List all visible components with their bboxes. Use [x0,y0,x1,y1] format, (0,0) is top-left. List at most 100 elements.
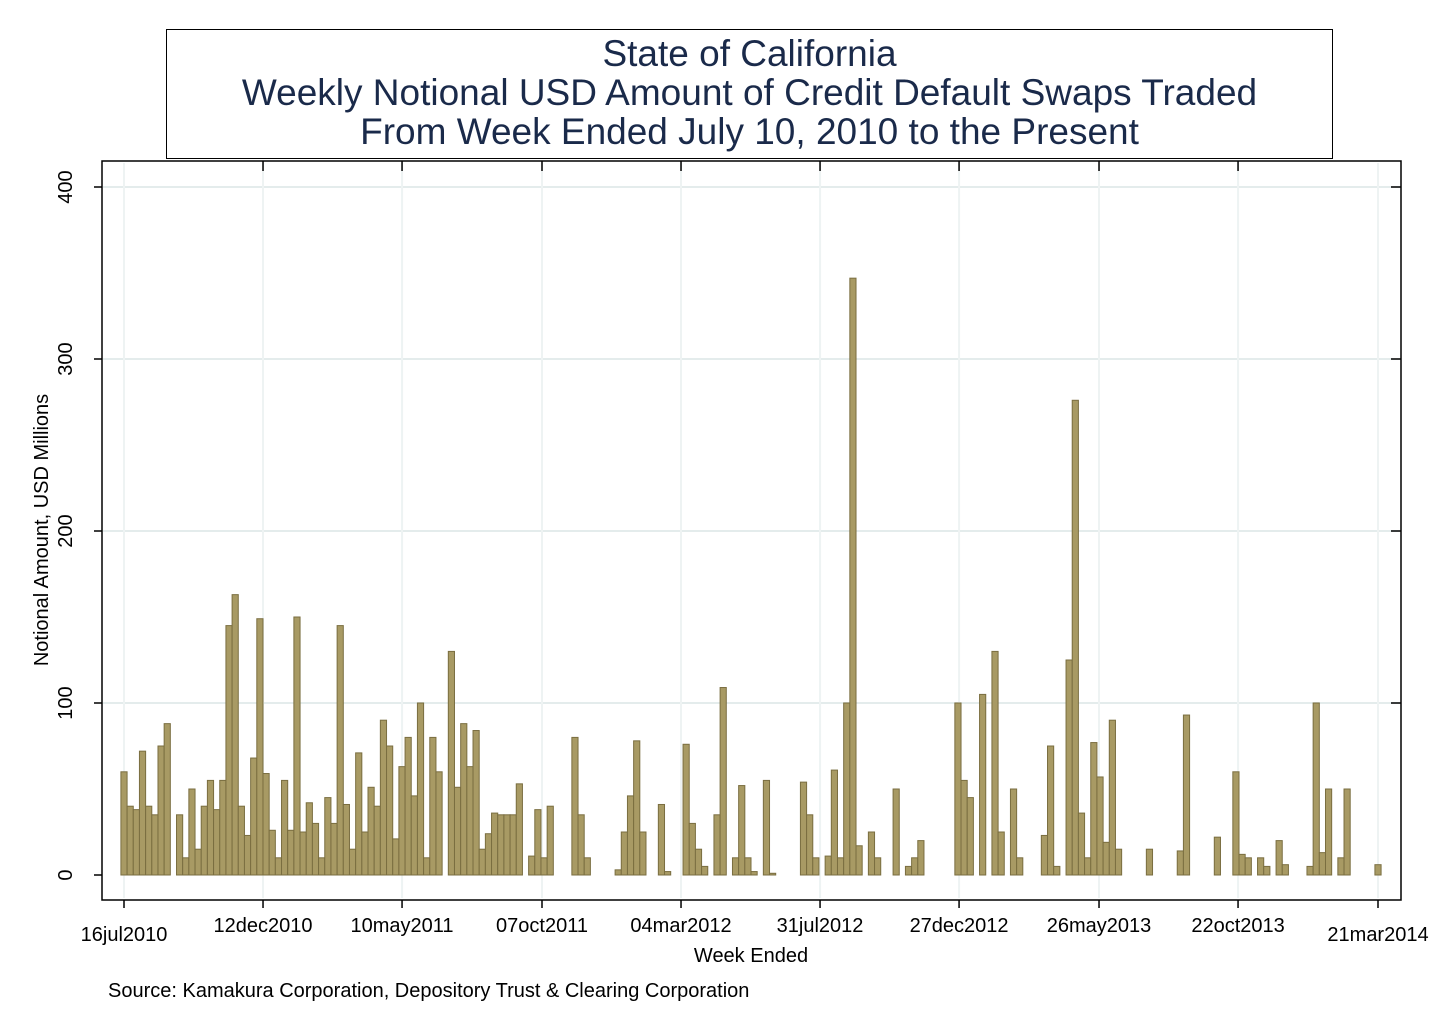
bar [176,814,184,876]
bar [583,857,591,876]
bar [731,857,740,876]
bar [132,809,140,876]
bar [491,812,499,876]
bar [219,779,227,876]
bar [991,650,999,876]
y-tick-label: 100 [55,686,77,719]
bar [398,766,406,876]
bar [750,871,758,876]
bar [478,848,486,876]
bar [633,740,641,876]
bar [812,857,820,876]
bar [1182,714,1191,876]
bar [769,872,777,876]
bar [348,848,357,876]
bar [855,845,863,876]
bar [497,814,505,876]
bar [188,788,196,876]
bar [1114,848,1123,876]
bar [836,857,845,876]
bar [1337,857,1345,876]
bar [1306,865,1314,876]
bar [867,831,876,876]
bar [472,730,480,876]
bar [960,779,968,876]
bar [1275,840,1283,876]
bar [200,805,208,876]
bar [762,779,771,876]
bar [1281,864,1289,876]
bar [843,702,851,876]
bar [305,802,313,876]
bar [1312,702,1320,876]
bar [163,723,171,876]
bar [145,805,153,876]
bar [1324,788,1333,876]
bar [979,693,987,876]
bar [293,616,301,876]
bar [904,865,913,876]
bar [1053,865,1061,876]
bar [355,752,363,876]
bar [954,702,962,876]
bar [509,814,517,876]
bar [231,594,239,876]
x-tick-label: 31jul2012 [777,915,864,937]
y-tick-label: 300 [55,342,77,375]
bar [824,855,832,876]
bar [157,745,165,876]
bar [1040,834,1049,876]
y-axis-title: Notional Amount, USD Millions [31,394,53,666]
bar [151,814,159,876]
x-tick-label: 04mar2012 [630,915,731,937]
bar [126,805,134,876]
bar [194,848,202,876]
bar [1047,745,1055,876]
bar [311,822,320,876]
bar [330,822,338,876]
bar [1244,857,1252,876]
bar [268,829,276,876]
bar [911,857,919,876]
bar [1238,853,1246,876]
bar [1084,857,1092,876]
bar [664,871,672,876]
bar [453,786,462,876]
x-axis-title: Week Ended [694,945,808,967]
bar [1263,865,1271,876]
chart-title-line-3: From Week Ended July 10, 2010 to the Pre… [360,111,1139,152]
bar [528,855,536,876]
bar [1213,836,1221,876]
x-tick-label: 16jul2010 [81,924,168,946]
bar [966,797,974,876]
x-tick-label: 21mar2014 [1327,924,1428,946]
bar [694,848,703,876]
x-axis: 16jul2010 12dec2010 10may2011 07oct2011 04ma… [81,161,1429,946]
bar [571,736,579,876]
bar [534,809,542,876]
bar [639,831,647,876]
bar [688,822,696,876]
bar [874,857,882,876]
bar [540,857,548,876]
bar [1071,399,1079,876]
bar [719,687,727,876]
bar [342,803,350,876]
chart-title-line-1: State of California [602,33,897,74]
bar [806,814,814,876]
bar [182,857,190,876]
bar [281,779,289,876]
bar [336,625,344,876]
bar [892,788,900,876]
bar [213,809,221,876]
bars [120,277,1382,876]
bar [917,840,925,876]
bar [423,857,431,876]
bar [250,757,258,876]
bar [379,719,388,876]
chart-title-box: State of California Weekly Notional USD … [166,29,1333,159]
bar [830,769,838,876]
x-tick-label: 07oct2011 [496,915,588,937]
bar [447,650,455,876]
